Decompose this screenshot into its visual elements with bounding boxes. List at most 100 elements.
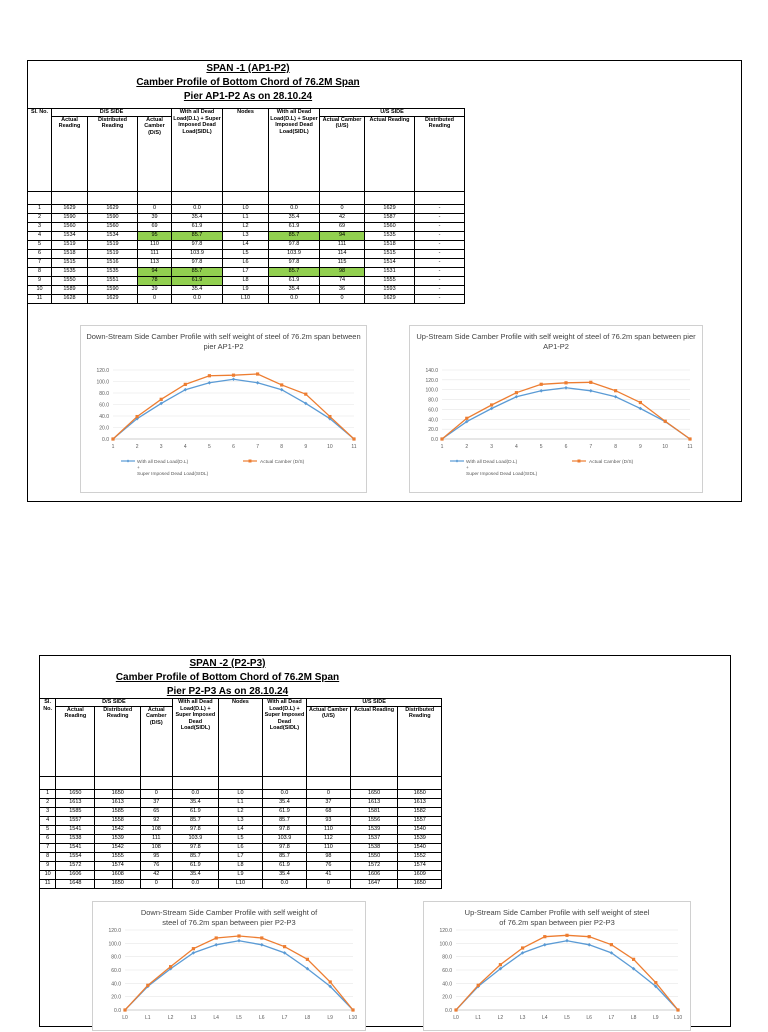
cell-us-actual: 1629 [364,293,416,304]
cell-us-dist: - [414,248,466,259]
x-tick-label: 4 [515,444,518,450]
x-tick-label: L7 [282,1015,288,1021]
data-point-actual-camber [283,945,287,949]
cell-us-camber: 110 [306,824,351,835]
x-tick-label: L6 [259,1015,265,1021]
data-point-actual-camber [476,983,480,987]
cell-ds-actual: 1550 [51,275,88,286]
chart-title: Up-Stream Side Camber Profile with self … [464,908,650,927]
x-tick-label: L9 [653,1015,659,1021]
x-tick-label: L5 [564,1015,570,1021]
header-nodes: Nodes [222,108,270,192]
x-tick-label: 5 [540,444,543,450]
y-tick-label: 120.0 [96,368,109,374]
data-point-actual-camber [688,437,692,441]
cell-us-actual: 1606 [349,869,399,880]
table-row: 10 1589 1590 39 35.4 L9 35.4 36 1593- [27,284,466,295]
ds-camber-chart-span-1: Down-Stream Side Camber Profile with sel… [80,325,367,493]
cell-us-dl: 103.9 [261,833,308,844]
cell-sl: 1 [27,203,52,214]
cell-ds-dist: 1629 [87,203,138,214]
header-ds-dead-load: With all Dead Load(D.L) + Super Imposed … [171,698,220,777]
y-tick-label: 60.0 [428,407,438,413]
spacer-cell [171,190,224,205]
cell-us-camber: 37 [306,797,351,808]
cell-ds-camber: 78 [136,275,173,286]
cell-ds-dl: 0.0 [171,293,224,304]
cell-us-dl: 35.4 [261,869,308,880]
cell-ds-camber: 92 [140,815,173,826]
spacer-cell [55,775,96,790]
y-tick-label: 120.0 [425,378,438,384]
cell-ds-dist: 1542 [94,842,142,853]
table-row: 5 1541 1542 108 97.8 L4 97.8 110 1539 1540 [38,824,442,835]
series-line-dead-load [441,387,691,440]
spacer-cell [364,190,416,205]
cell-sl: 1 [38,788,57,799]
span-1-panel: SPAN -1 (AP1-P2) Camber Profile of Botto… [27,60,742,502]
cell-ds-dl: 0.0 [171,203,224,214]
header-us-actual-camber: Actual Camber (U/S) [306,705,351,777]
y-tick-label: 20.0 [428,427,438,433]
cell-us-actual: 1531 [364,266,416,277]
table-row: 9 1572 1574 76 61.9 L8 61.9 76 1572 1574 [38,860,442,871]
spacer-cell [397,775,442,790]
cell-ds-dist: 1650 [94,878,142,889]
table-row: 2 1613 1613 37 35.4 L1 35.4 37 1613 1613 [38,797,442,808]
cell-ds-dl: 35.4 [171,869,220,880]
cell-us-actual: 1538 [349,842,399,853]
x-tick-label: L6 [586,1015,592,1021]
series-line-actual-camber [124,935,354,1011]
cell-us-actual: 1613 [349,797,399,808]
cell-node: L8 [218,860,263,871]
table-row: 7 1515 1516 113 97.8 L6 97.8 115 1514- [27,257,466,268]
spacer-cell [51,190,88,205]
cell-node: L6 [218,842,263,853]
cell-ds-dl: 61.9 [171,221,224,232]
cell-ds-dist: 1519 [87,239,138,250]
header-ds-distributed-reading: Distributed Reading [87,115,138,192]
data-point-dead-load [613,394,618,399]
header-ds-actual-camber: Actual Camber (D/S) [136,115,173,192]
table-row: 1 1650 1650 0 0.0 L0 0.0 0 1650 1650 [38,788,442,799]
x-tick-label: 5 [208,444,211,450]
y-tick-label: 100.0 [108,941,121,947]
cell-us-dist: - [414,257,466,268]
data-point-actual-camber [638,400,642,405]
cell-us-dl: 0.0 [261,878,308,889]
cell-ds-actual: 1541 [55,824,96,835]
y-tick-label: 40.0 [99,414,109,420]
cell-us-camber: 69 [319,221,366,232]
cell-us-camber: 42 [319,212,366,223]
data-point-actual-camber [539,382,543,386]
legend-label-line: With all Dead Load(D.L) [466,459,518,465]
cell-us-dist: 1574 [397,860,442,871]
legend-marker-dead-load [455,459,459,463]
cell-us-dist: 1582 [397,806,442,817]
data-point-actual-camber [654,981,658,985]
cell-ds-actual: 1554 [55,851,96,862]
y-tick-label: 60.0 [442,968,452,974]
x-tick-label: 10 [662,444,668,450]
cell-us-camber: 68 [306,806,351,817]
cell-us-dist: 1609 [397,869,442,880]
cell-sl: 2 [38,797,57,808]
cell-ds-dl: 97.8 [171,257,224,268]
cell-us-actual: 1650 [349,788,399,799]
cell-us-actual: 1535 [364,230,416,241]
cell-node: L8 [222,275,270,286]
cell-us-dl: 97.8 [268,239,321,250]
data-point-actual-camber [521,946,525,950]
cell-ds-camber: 39 [136,212,173,223]
cell-us-dist: - [414,203,466,214]
cell-us-camber: 76 [306,860,351,871]
cell-ds-dist: 1574 [94,860,142,871]
cell-us-camber: 0 [306,878,351,889]
cell-ds-camber: 113 [136,257,173,268]
legend-label-line: + [137,466,140,471]
cell-us-dl: 61.9 [261,860,308,871]
ds-camber-chart-span-2: Down-Stream Side Camber Profile with sel… [92,901,366,1031]
spacer-cell [268,190,321,205]
cell-ds-dl: 0.0 [171,878,220,889]
data-point-actual-camber [207,374,211,378]
